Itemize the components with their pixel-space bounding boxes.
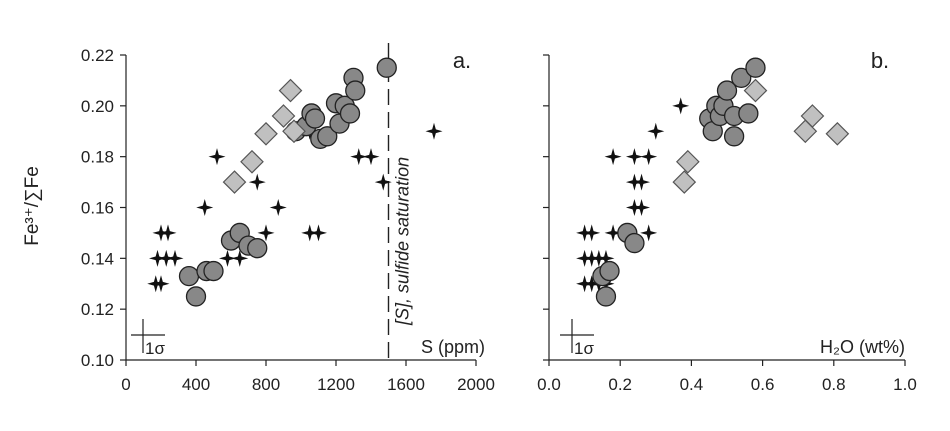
series-diamond xyxy=(672,78,850,194)
circle-marker xyxy=(203,260,224,282)
diamond-marker xyxy=(278,78,303,103)
circle-marker xyxy=(599,260,620,282)
circle-marker xyxy=(345,80,366,101)
diamond-marker xyxy=(254,121,278,146)
panel-a: 0.10 0.12 0.14 0.16 0.18 0.20 0.22 0 400 800 1200 1… xyxy=(81,43,495,394)
x-tick-label: 0.6 xyxy=(751,375,775,394)
star-marker xyxy=(604,224,622,242)
series-circle xyxy=(592,57,766,307)
star-marker xyxy=(374,173,392,191)
star-marker xyxy=(257,224,275,242)
star-marker xyxy=(219,249,236,267)
star-marker xyxy=(633,173,651,191)
circle-marker xyxy=(317,126,338,147)
diamond-marker xyxy=(240,149,264,174)
star-marker xyxy=(597,249,615,267)
axes: 0.10 0.12 0.14 0.16 0.18 0.20 0.22 0 400 800 1200 1… xyxy=(81,46,495,394)
circle-marker xyxy=(595,286,617,307)
error-bar-cross: 1σ xyxy=(560,319,594,358)
panel-label: b. xyxy=(871,48,889,73)
y-tick-label: 0.14 xyxy=(81,249,114,268)
diamond-marker xyxy=(282,119,306,144)
star-marker xyxy=(152,275,170,293)
star-marker xyxy=(583,224,601,242)
star-marker xyxy=(248,173,266,191)
circle-marker xyxy=(304,108,326,129)
circle-marker xyxy=(178,265,200,287)
x-tick-label: 0.0 xyxy=(537,375,561,394)
x-tick-label: 400 xyxy=(182,375,210,394)
x-tick-label: 0.4 xyxy=(680,375,704,394)
star-marker xyxy=(625,148,643,166)
star-marker xyxy=(301,224,319,242)
star-marker xyxy=(362,148,380,166)
star-marker xyxy=(157,249,175,267)
star-marker xyxy=(159,224,177,242)
x-tick-label: 0 xyxy=(121,375,130,394)
star-marker xyxy=(196,199,214,216)
error-bar-label: 1σ xyxy=(145,339,165,358)
star-marker xyxy=(640,148,658,166)
star-marker xyxy=(310,224,327,242)
circle-marker xyxy=(731,67,752,89)
series-star xyxy=(147,97,443,293)
circle-marker xyxy=(185,286,207,307)
y-tick-label: 0.20 xyxy=(81,97,114,116)
circle-marker xyxy=(339,103,361,124)
x-axis-label: S (ppm) xyxy=(421,337,485,357)
circle-marker xyxy=(738,103,759,124)
circle-marker xyxy=(723,126,745,147)
y-tick-label: 0.10 xyxy=(81,351,114,370)
x-tick-label: 1.0 xyxy=(893,375,917,394)
star-marker xyxy=(633,199,651,216)
star-marker xyxy=(149,249,166,267)
diamond-marker xyxy=(825,121,850,146)
x-axis-label: H₂O (wt%) xyxy=(820,337,905,357)
panel-b: 0.0 0.2 0.4 0.6 0.8 1.0 b. H₂O (wt%) 1σ xyxy=(537,48,917,394)
x-tick-label: 2000 xyxy=(457,375,495,394)
diamond-marker xyxy=(222,170,247,194)
star-marker xyxy=(640,224,658,242)
sulfide-saturation-label: [S], sulfide saturation xyxy=(393,157,413,326)
x-tick-label: 0.8 xyxy=(822,375,846,394)
y-tick-label: 0.16 xyxy=(81,199,114,218)
star-marker xyxy=(647,122,665,140)
star-marker xyxy=(604,148,622,166)
circle-marker xyxy=(624,232,645,254)
y-tick-label: 0.18 xyxy=(81,148,114,167)
star-marker xyxy=(208,148,226,166)
series-star xyxy=(576,97,690,293)
diamond-marker xyxy=(672,170,697,194)
error-bar-label: 1σ xyxy=(574,339,594,358)
x-tick-label: 0.2 xyxy=(608,375,632,394)
axes: 0.0 0.2 0.4 0.6 0.8 1.0 xyxy=(537,54,917,394)
star-marker xyxy=(231,249,249,267)
x-tick-label: 800 xyxy=(252,375,280,394)
y-axis-label: Fe³⁺/∑Fe xyxy=(22,166,43,246)
star-marker xyxy=(350,148,368,166)
y-tick-label: 0.22 xyxy=(81,46,114,65)
star-marker xyxy=(425,122,443,140)
diamond-marker xyxy=(743,78,768,103)
x-tick-label: 1200 xyxy=(317,375,355,394)
diamond-marker xyxy=(675,149,700,174)
error-bar-cross: 1σ xyxy=(131,319,165,358)
diamond-marker xyxy=(271,104,296,128)
panel-label: a. xyxy=(453,48,471,73)
y-tick-label: 0.12 xyxy=(81,300,114,319)
circle-marker xyxy=(247,238,268,259)
circle-marker xyxy=(716,80,738,101)
diamond-marker xyxy=(800,104,825,128)
star-marker xyxy=(166,249,184,267)
x-tick-label: 1600 xyxy=(387,375,425,394)
series-diamond xyxy=(222,78,306,194)
circle-marker xyxy=(376,57,397,78)
circle-marker xyxy=(745,57,766,78)
star-marker xyxy=(269,199,287,216)
star-marker xyxy=(672,97,690,115)
